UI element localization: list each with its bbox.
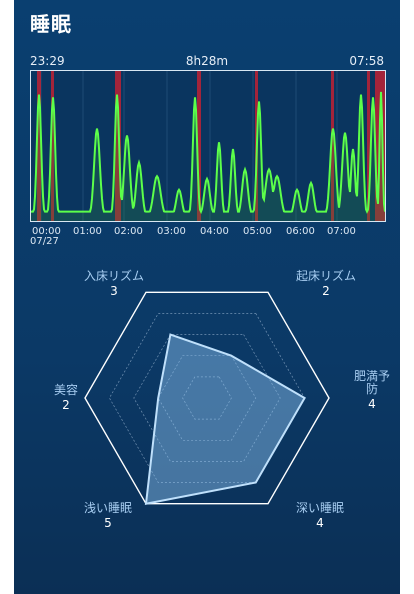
- time-tick: 00:00: [32, 226, 61, 237]
- time-tick: 04:00: [200, 226, 229, 237]
- axis-label-obesity-prevention: 肥満予防 4: [354, 369, 391, 412]
- axis-value: 5: [104, 516, 112, 531]
- radar-grid-ring: [133, 334, 281, 462]
- axis-name: 肥満予防: [354, 369, 391, 397]
- time-tick: 07:00: [327, 226, 356, 237]
- sleep-curve-line: [31, 91, 385, 215]
- wake-band: [367, 71, 370, 221]
- time-tick: 05:00: [243, 226, 272, 237]
- axis-value: 3: [110, 284, 118, 299]
- sleep-duration: 8h28m: [185, 54, 229, 68]
- time-tick: 03:00: [157, 226, 186, 237]
- radar-grid-ring: [182, 376, 232, 420]
- axis-name: 深い睡眠: [295, 501, 344, 515]
- wake-band: [115, 71, 121, 221]
- wake-band: [197, 71, 201, 221]
- sleep-end-time: 07:58: [349, 54, 384, 68]
- axis-value: 2: [322, 284, 330, 299]
- sleep-depth-graph: [30, 70, 386, 222]
- start-date: 07/27: [30, 236, 59, 247]
- time-tick: 06:00: [286, 226, 315, 237]
- axis-value: 2: [62, 398, 70, 413]
- radar-grid-ring: [157, 355, 257, 441]
- axis-name: 起床リズム: [295, 269, 356, 283]
- axis-name: 浅い睡眠: [83, 501, 132, 515]
- axis-label-light-sleep: 浅い睡眠 5: [68, 501, 148, 531]
- time-tick: 02:00: [114, 226, 143, 237]
- radar-chart-svg: [84, 291, 330, 505]
- axis-value: 4: [316, 516, 324, 531]
- sleep-screen: 睡眠 23:29 8h28m 07:58 00:00 01:00 02:00 0…: [14, 0, 400, 594]
- page-title: 睡眠: [30, 12, 72, 36]
- wake-band: [51, 71, 54, 221]
- axis-label-bedtime-rhythm: 入床リズム 3: [66, 269, 162, 299]
- sleep-curve-fill: [31, 91, 385, 221]
- time-axis: 00:00 01:00 02:00 03:00 04:00 05:00 06:0…: [30, 226, 384, 246]
- axis-name: 入床リズム: [83, 269, 144, 283]
- axis-label-beauty: 美容 2: [44, 383, 88, 413]
- wake-band: [37, 71, 41, 221]
- axis-name: 美容: [53, 383, 78, 397]
- wake-band: [331, 71, 334, 221]
- sleep-start-time: 23:29: [30, 54, 65, 68]
- sleep-graph-svg: [31, 71, 385, 221]
- axis-value: 4: [368, 397, 376, 412]
- axis-label-wake-rhythm: 起床リズム 2: [278, 269, 374, 299]
- radar-score-area: [144, 333, 306, 505]
- time-tick: 01:00: [73, 226, 102, 237]
- sleep-score-radar: 入床リズム 3 起床リズム 2 肥満予防 4 美容 2 浅い睡眠 5 深い睡眠 …: [14, 248, 400, 568]
- axis-label-deep-sleep: 深い睡眠 4: [278, 501, 362, 531]
